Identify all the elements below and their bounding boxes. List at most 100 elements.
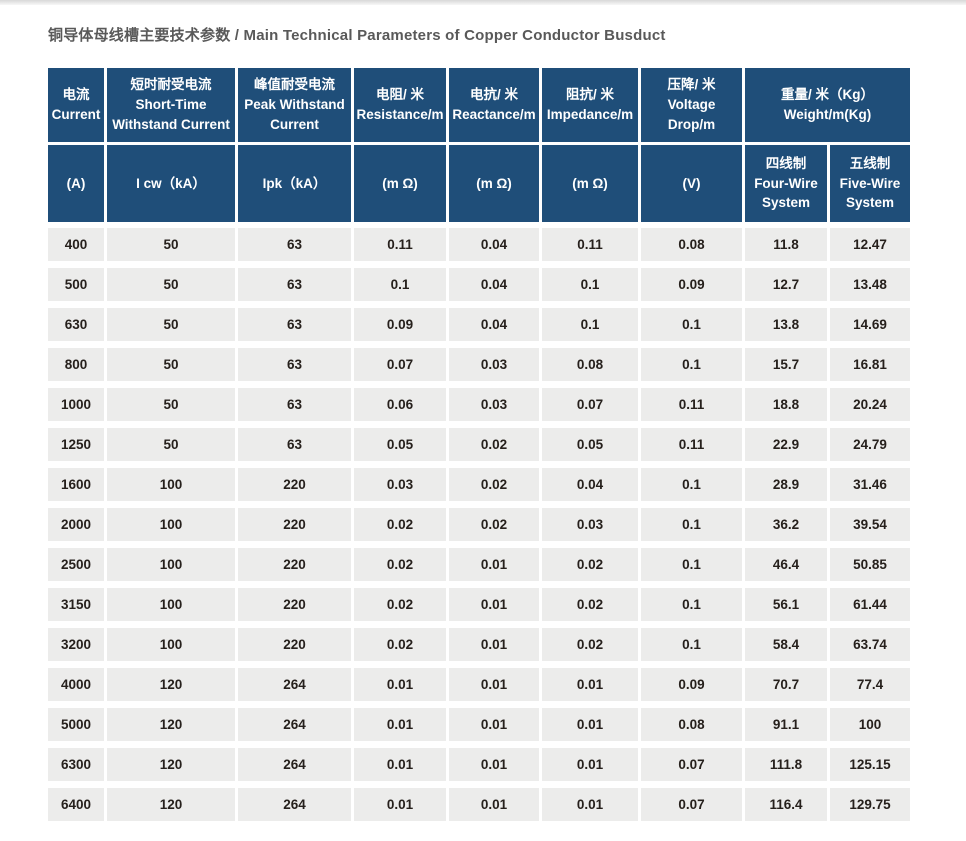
- table-cell: 100: [107, 628, 235, 661]
- table-cell: 3200: [48, 628, 104, 661]
- table-cell: 0.1: [542, 268, 638, 301]
- table-row: 1000 50 63 0.06 0.03 0.07 0.11 18.8 20.24: [48, 388, 912, 421]
- unit-label: (m Ω): [572, 175, 608, 191]
- table-header-row-2: (A) I cw（kA） Ipk（kA） (m Ω) (m Ω) (m Ω) (…: [48, 145, 912, 222]
- table-cell: 0.02: [449, 508, 539, 541]
- unit-cell-mohm-reactance: (m Ω): [449, 145, 539, 222]
- table-cell: 220: [238, 628, 351, 661]
- table-row: 2500 100 220 0.02 0.01 0.02 0.1 46.4 50.85: [48, 548, 912, 581]
- table-cell: 0.01: [449, 708, 539, 741]
- table-cell: 63: [238, 388, 351, 421]
- table-cell: 500: [48, 268, 104, 301]
- unit-cell-amps: (A): [48, 145, 104, 222]
- header-label-en: Five-Wire System: [839, 175, 901, 211]
- table-cell: 50.85: [830, 548, 910, 581]
- table-cell: 120: [107, 748, 235, 781]
- top-divider: [0, 0, 966, 5]
- table-cell: 100: [107, 588, 235, 621]
- header-cell-weight: 重量/ 米（Kg） Weight/m(Kg): [745, 68, 910, 142]
- table-cell: 4000: [48, 668, 104, 701]
- table-cell: 50: [107, 268, 235, 301]
- table-cell: 0.09: [354, 308, 446, 341]
- table-cell: 2000: [48, 508, 104, 541]
- table-cell: 111.8: [745, 748, 827, 781]
- table-cell: 0.08: [641, 708, 742, 741]
- table-cell: 0.09: [641, 268, 742, 301]
- table-cell: 0.03: [449, 348, 539, 381]
- table-cell: 15.7: [745, 348, 827, 381]
- table-cell: 50: [107, 308, 235, 341]
- header-cell-five-wire-system: 五线制 Five-Wire System: [830, 145, 910, 222]
- header-cell-four-wire-system: 四线制 Four-Wire System: [745, 145, 827, 222]
- table-cell: 12.7: [745, 268, 827, 301]
- header-label-zh: 四线制: [765, 155, 807, 171]
- table-cell: 125.15: [830, 748, 910, 781]
- table-cell: 0.03: [449, 388, 539, 421]
- table-cell: 0.02: [449, 468, 539, 501]
- header-label-en: Weight/m(Kg): [783, 107, 872, 122]
- header-label-en: Short-Time Withstand Current: [112, 97, 230, 132]
- table-row: 5000 120 264 0.01 0.01 0.01 0.08 91.1 100: [48, 708, 912, 741]
- table-cell: 0.02: [542, 588, 638, 621]
- table-cell: 5000: [48, 708, 104, 741]
- table-cell: 0.1: [641, 548, 742, 581]
- table-cell: 0.11: [641, 428, 742, 461]
- table-cell: 0.1: [354, 268, 446, 301]
- table-cell: 100: [107, 508, 235, 541]
- table-header-row-1: 电流 Current 短时耐受电流 Short-Time Withstand C…: [48, 68, 912, 142]
- table-cell: 0.06: [354, 388, 446, 421]
- table-cell: 0.01: [542, 708, 638, 741]
- table-row: 1250 50 63 0.05 0.02 0.05 0.11 22.9 24.79: [48, 428, 912, 461]
- table-cell: 24.79: [830, 428, 910, 461]
- table-cell: 0.08: [641, 228, 742, 261]
- unit-cell-icw: I cw（kA）: [107, 145, 235, 222]
- table-cell: 63.74: [830, 628, 910, 661]
- table-cell: 0.01: [449, 628, 539, 661]
- header-label-zh: 电流: [62, 87, 90, 103]
- table-cell: 264: [238, 668, 351, 701]
- table-cell: 220: [238, 588, 351, 621]
- table-cell: 12.47: [830, 228, 910, 261]
- table-cell: 0.01: [449, 588, 539, 621]
- table-cell: 16.81: [830, 348, 910, 381]
- table-row: 630 50 63 0.09 0.04 0.1 0.1 13.8 14.69: [48, 308, 912, 341]
- table-cell: 0.01: [449, 548, 539, 581]
- header-label-zh: 重量/ 米（Kg）: [781, 87, 874, 103]
- busduct-parameters-table: 电流 Current 短时耐受电流 Short-Time Withstand C…: [48, 68, 912, 821]
- table-row: 4000 120 264 0.01 0.01 0.01 0.09 70.7 77.4: [48, 668, 912, 701]
- table-cell: 0.05: [354, 428, 446, 461]
- table-cell: 50: [107, 388, 235, 421]
- table-cell: 0.01: [354, 668, 446, 701]
- table-row: 6300 120 264 0.01 0.01 0.01 0.07 111.8 125.15: [48, 748, 912, 781]
- table-cell: 0.02: [542, 628, 638, 661]
- table-cell: 6300: [48, 748, 104, 781]
- unit-label: (V): [682, 175, 701, 191]
- table-cell: 0.11: [354, 228, 446, 261]
- table-cell: 0.09: [641, 668, 742, 701]
- table-cell: 0.01: [542, 788, 638, 821]
- header-label-en: Impedance/m: [546, 107, 634, 122]
- table-cell: 0.01: [449, 748, 539, 781]
- table-cell: 400: [48, 228, 104, 261]
- table-cell: 0.04: [449, 308, 539, 341]
- table-cell: 70.7: [745, 668, 827, 701]
- header-cell-resistance: 电阻/ 米 Resistance/m: [354, 68, 446, 142]
- header-label-zh: 短时耐受电流: [130, 77, 212, 93]
- table-cell: 630: [48, 308, 104, 341]
- unit-label: Ipk（kA）: [262, 175, 327, 191]
- table-cell: 3150: [48, 588, 104, 621]
- table-cell: 0.07: [354, 348, 446, 381]
- table-cell: 0.03: [542, 508, 638, 541]
- table-row: 800 50 63 0.07 0.03 0.08 0.1 15.7 16.81: [48, 348, 912, 381]
- table-cell: 220: [238, 508, 351, 541]
- table-cell: 0.02: [354, 628, 446, 661]
- table-cell: 36.2: [745, 508, 827, 541]
- table-cell: 0.1: [641, 308, 742, 341]
- page-title: 铜导体母线槽主要技术参数 / Main Technical Parameters…: [48, 27, 666, 44]
- table-row: 3150 100 220 0.02 0.01 0.02 0.1 56.1 61.44: [48, 588, 912, 621]
- table-cell: 220: [238, 468, 351, 501]
- table-cell: 1000: [48, 388, 104, 421]
- table-cell: 39.54: [830, 508, 910, 541]
- table-cell: 0.11: [542, 228, 638, 261]
- table-cell: 63: [238, 268, 351, 301]
